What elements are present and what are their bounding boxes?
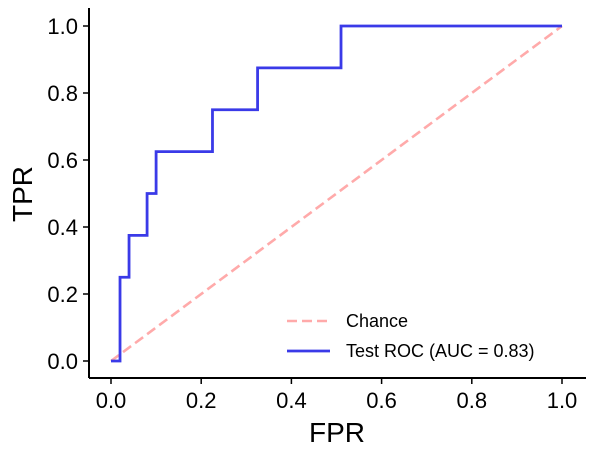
legend-label-0: Chance: [346, 311, 408, 331]
axis-ticks: 0.0 0.2 0.4 0.6 0.8 1.0 0.0 0.2 0.4 0.6 0.8 1.0: [47, 14, 577, 413]
legend-label-1: Test ROC (AUC = 0.83): [346, 341, 535, 361]
series-line-0: [110, 24, 563, 363]
y-tick-label: 0.0: [47, 349, 78, 374]
y-tick-label: 0.2: [47, 282, 78, 307]
legend: Chance Test ROC (AUC = 0.83): [287, 311, 535, 361]
x-tick-label: 0.0: [96, 388, 127, 413]
x-tick-label: 0.4: [276, 388, 307, 413]
y-axis-title: TPR: [7, 166, 38, 222]
x-axis-title: FPR: [309, 417, 365, 448]
x-tick-label: 0.2: [186, 388, 217, 413]
x-tick-label: 1.0: [547, 388, 578, 413]
x-tick-label: 0.6: [366, 388, 397, 413]
x-tick-label: 0.8: [457, 388, 488, 413]
y-tick-label: 0.6: [47, 148, 78, 173]
y-tick-label: 0.8: [47, 81, 78, 106]
series-line-1: [111, 24, 562, 363]
y-tick-label: 1.0: [47, 14, 78, 39]
plot-area: [110, 24, 563, 363]
y-tick-label: 0.4: [47, 215, 78, 240]
